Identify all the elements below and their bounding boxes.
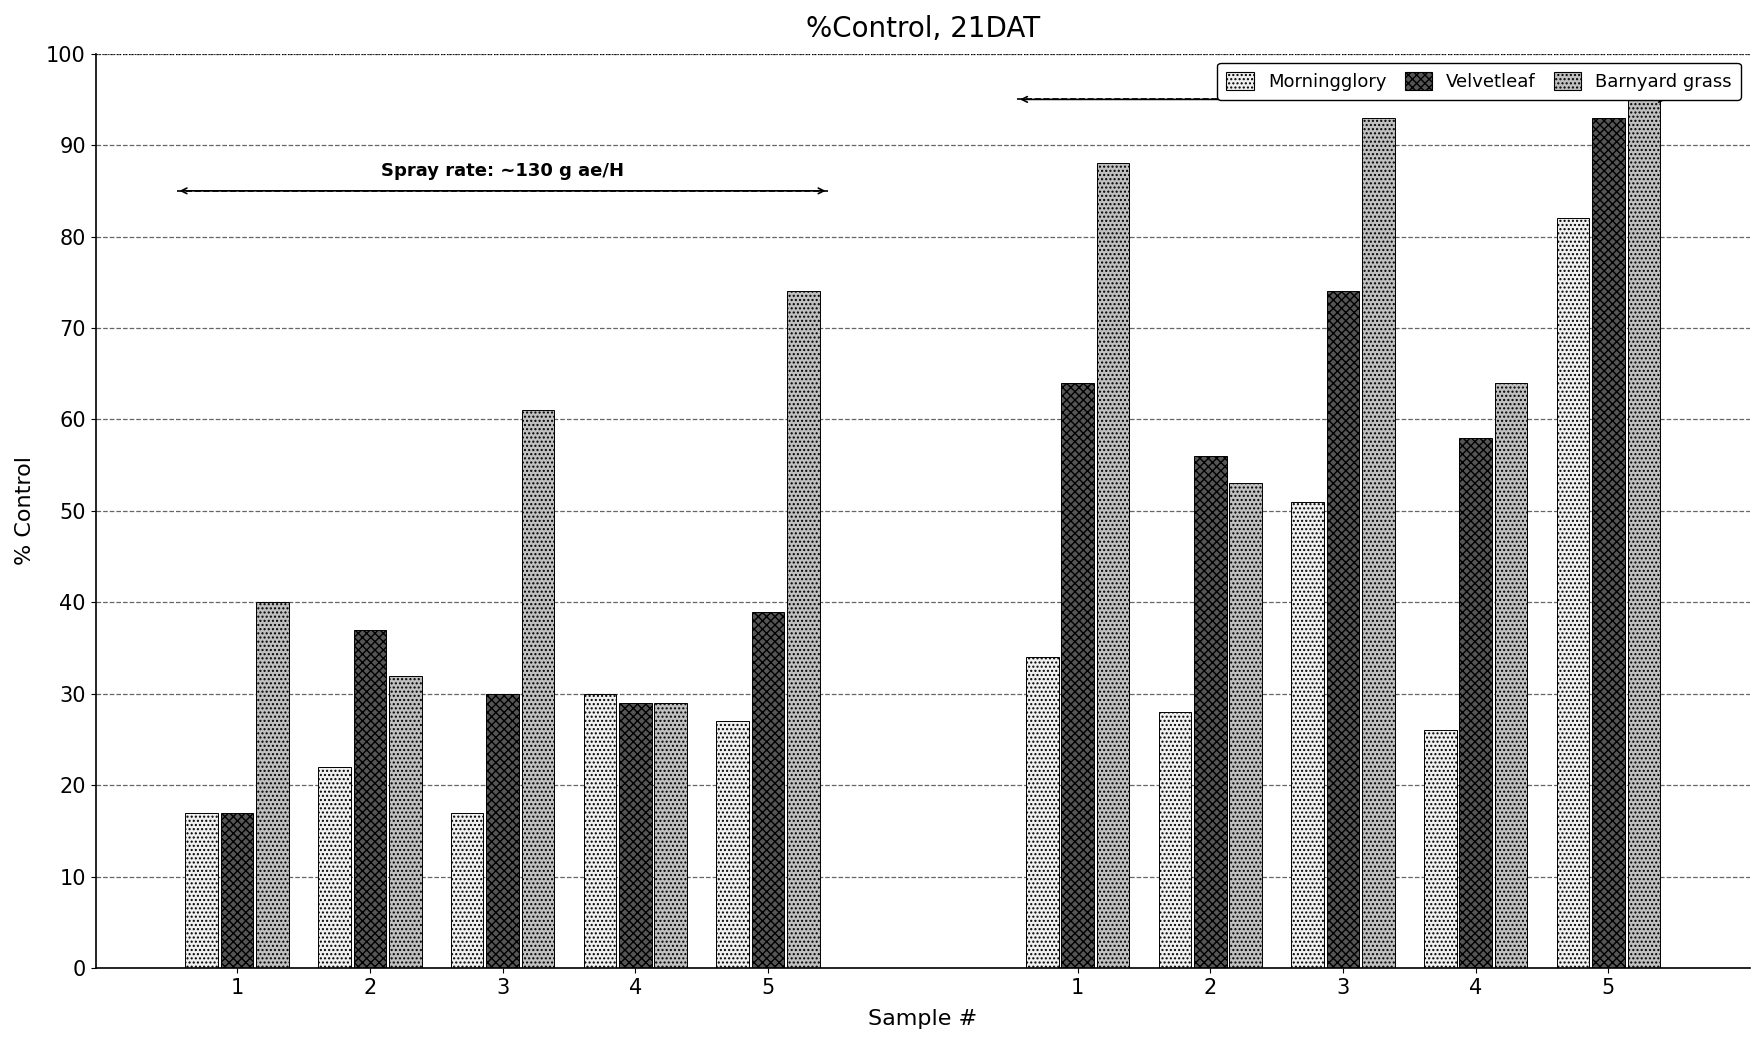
Bar bbox=[1060, 383, 1094, 968]
X-axis label: Sample #: Sample # bbox=[868, 1009, 977, 1029]
Text: Spray rate: ~130 g ae/H: Spray rate: ~130 g ae/H bbox=[381, 162, 624, 180]
Bar bbox=[1157, 712, 1191, 968]
Bar bbox=[584, 694, 616, 968]
Bar bbox=[450, 812, 483, 968]
Y-axis label: % Control: % Control bbox=[14, 456, 35, 566]
Bar bbox=[1095, 164, 1129, 968]
Bar bbox=[1230, 483, 1261, 968]
Bar bbox=[1327, 291, 1358, 968]
Bar bbox=[1459, 437, 1491, 968]
Bar bbox=[751, 612, 783, 968]
Bar bbox=[256, 602, 289, 968]
Bar bbox=[787, 291, 818, 968]
Bar bbox=[388, 675, 422, 968]
Bar bbox=[353, 630, 386, 968]
Title: %Control, 21DAT: %Control, 21DAT bbox=[806, 15, 1039, 43]
Bar bbox=[1626, 81, 1660, 968]
Bar bbox=[716, 721, 748, 968]
Bar bbox=[1291, 502, 1323, 968]
Bar bbox=[185, 812, 219, 968]
Bar bbox=[1494, 383, 1526, 968]
Bar bbox=[318, 767, 351, 968]
Bar bbox=[220, 812, 254, 968]
Bar bbox=[1591, 118, 1625, 968]
Bar bbox=[522, 410, 554, 968]
Bar bbox=[654, 703, 686, 968]
Bar bbox=[487, 694, 519, 968]
Bar bbox=[1424, 731, 1455, 968]
Bar bbox=[1362, 118, 1394, 968]
Bar bbox=[1194, 456, 1226, 968]
Bar bbox=[1025, 658, 1058, 968]
Bar bbox=[619, 703, 651, 968]
Legend: Morningglory, Velvetleaf, Barnyard grass: Morningglory, Velvetleaf, Barnyard grass bbox=[1217, 63, 1739, 100]
Text: Spray rate: ~260 g ae/H: Spray rate: ~260 g ae/H bbox=[1221, 70, 1464, 89]
Bar bbox=[1556, 218, 1588, 968]
